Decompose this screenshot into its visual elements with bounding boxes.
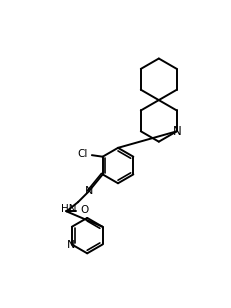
Text: N: N [67,240,75,250]
Text: Cl: Cl [78,149,88,159]
Text: N: N [85,186,93,196]
Text: N: N [173,125,181,138]
Text: HN: HN [61,204,76,214]
Text: O: O [80,205,88,215]
